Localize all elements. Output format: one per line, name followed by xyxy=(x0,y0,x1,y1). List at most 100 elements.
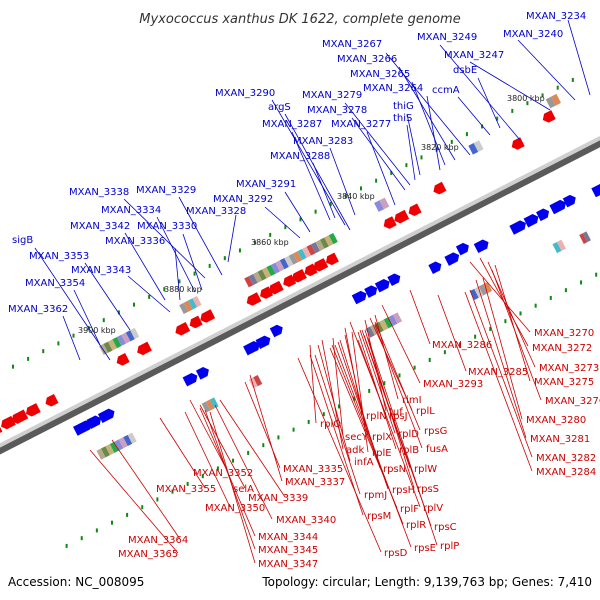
gene-label: MXAN_3345 xyxy=(258,545,318,556)
callout-line xyxy=(464,291,533,472)
callout-line xyxy=(159,417,206,489)
reverse-gene xyxy=(433,181,447,195)
callout-line xyxy=(359,329,396,434)
scale-dot xyxy=(299,217,302,222)
feature-block xyxy=(248,273,258,286)
scale-dot xyxy=(556,85,559,90)
callout-line xyxy=(284,113,351,231)
scale-dot xyxy=(292,427,295,432)
gene-label: MXAN_3247 xyxy=(444,50,504,61)
feature-block xyxy=(253,271,263,283)
callout-line xyxy=(494,264,531,382)
gene-label: MXAN_3329 xyxy=(136,185,196,196)
callout-line xyxy=(312,162,336,219)
gene-label: MXAN_3335 xyxy=(283,464,343,475)
reverse-gene xyxy=(394,209,410,224)
callout-line xyxy=(439,44,521,141)
scale-dot xyxy=(208,263,211,268)
scale-dot xyxy=(27,356,30,361)
feature-block xyxy=(257,269,267,281)
callout-line xyxy=(409,289,431,345)
callout-line xyxy=(457,96,491,136)
gene-label: MXAN_3278 xyxy=(307,105,367,116)
gene-label: MXAN_3240 xyxy=(503,29,563,40)
gene-label: sigB xyxy=(12,235,33,246)
forward-callout-lines xyxy=(34,19,591,361)
accession-text: Accession: NC_008095 xyxy=(8,575,144,589)
gene-label: rpsS xyxy=(417,484,439,495)
gene-label: rplE xyxy=(372,448,392,459)
callout-line xyxy=(411,81,446,166)
gene-label: MXAN_3282 xyxy=(536,453,596,464)
forward-gene xyxy=(473,239,489,254)
reverse-gene xyxy=(1,415,16,430)
scale-dot xyxy=(405,163,408,168)
gene-label: MXAN_3350 xyxy=(205,503,265,514)
gene-label: tuf xyxy=(389,407,403,418)
gene-label: rplB xyxy=(399,445,419,456)
scale-dot xyxy=(80,536,83,541)
gene-label: MXAN_3354 xyxy=(25,278,85,289)
scale-dot xyxy=(420,155,423,160)
scale-ring-inner xyxy=(11,77,574,369)
forward-gene xyxy=(387,273,401,287)
callout-line xyxy=(406,113,421,176)
callout-line xyxy=(284,191,311,233)
gene-label: MXAN_3334 xyxy=(101,205,161,216)
feature-block xyxy=(288,253,298,265)
callout-line xyxy=(297,357,382,553)
scale-dot xyxy=(232,458,235,463)
feature-block xyxy=(478,284,488,296)
scale-dot xyxy=(72,333,75,338)
reverse-gene xyxy=(325,252,339,266)
callout-line xyxy=(437,294,467,372)
gene-label: rpsC xyxy=(434,522,457,533)
callout-line xyxy=(475,279,527,439)
callout-line xyxy=(332,337,344,437)
scale-dot xyxy=(443,350,446,355)
feature-block xyxy=(183,300,193,312)
feature-block xyxy=(262,267,272,279)
scale-dot xyxy=(474,334,477,339)
gene-label: MXAN_3284 xyxy=(536,467,596,478)
scale-label-3900: 3900 kbp xyxy=(78,326,116,335)
callout-line xyxy=(482,277,523,420)
callout-line xyxy=(517,39,576,101)
scale-label-3840: 3840 kbp xyxy=(337,192,375,201)
forward-gene xyxy=(351,290,367,305)
feature-block xyxy=(209,397,219,409)
scale-dot xyxy=(413,365,416,370)
gene-label: rimI xyxy=(402,395,422,406)
callout-line xyxy=(174,247,181,301)
feature-block xyxy=(374,321,384,334)
gene-label: MXAN_3365 xyxy=(118,549,178,560)
feature-block xyxy=(483,281,493,294)
callout-line xyxy=(89,449,179,554)
scale-dot xyxy=(201,474,204,479)
gene-label: rplL xyxy=(416,406,435,417)
forward-gene xyxy=(455,242,469,256)
callout-line xyxy=(62,315,81,361)
scale-dot xyxy=(344,194,347,199)
callout-line xyxy=(314,354,361,495)
feature-blocks xyxy=(96,93,591,460)
reverse-gene xyxy=(511,137,525,150)
callout-line xyxy=(367,337,438,546)
genome-backbone xyxy=(0,135,600,448)
callout-line xyxy=(469,289,533,458)
callout-line xyxy=(366,131,396,206)
feature-block xyxy=(253,375,263,387)
forward-gene xyxy=(523,214,539,228)
gene-label: MXAN_3362 xyxy=(8,304,68,315)
callout-line xyxy=(469,261,531,333)
callout-line xyxy=(271,99,346,226)
gene-label: rpsM xyxy=(367,511,391,522)
reverse-gene xyxy=(116,353,130,366)
reverse-gene xyxy=(25,403,41,417)
callout-line xyxy=(264,206,301,239)
scale-dot xyxy=(580,280,583,285)
gene-label: MXAN_3338 xyxy=(69,187,129,198)
scale-dot xyxy=(368,388,371,393)
callout-line xyxy=(334,344,412,548)
callout-line xyxy=(182,233,203,291)
